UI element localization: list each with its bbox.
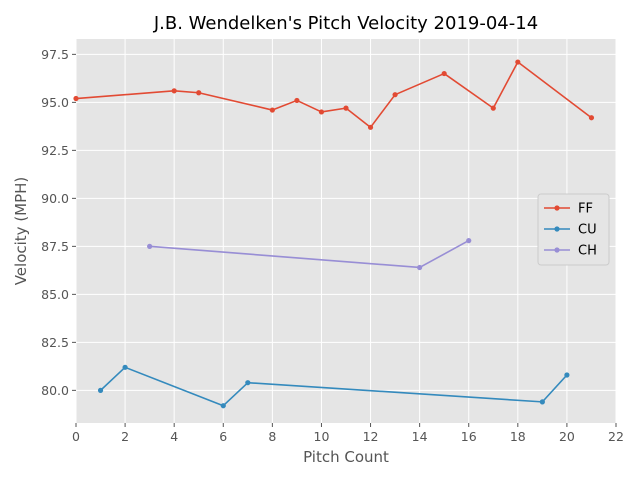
legend-label-cu: CU [578, 223, 597, 238]
legend-label-ff: FF [578, 202, 593, 217]
data-point-cu [220, 403, 226, 409]
x-tick-label: 18 [510, 429, 526, 444]
data-point-cu [122, 364, 128, 370]
legend-box [537, 193, 610, 266]
data-point-ff [367, 124, 374, 130]
series-cu [97, 364, 570, 409]
y-tick-label: 82.5 [41, 335, 69, 350]
grid-lines [75, 39, 617, 423]
data-point-cu [245, 380, 251, 386]
x-tick-label: 10 [314, 429, 330, 444]
plot-area [76, 39, 616, 423]
data-point-ff [588, 115, 595, 121]
data-point-cu [97, 387, 104, 393]
data-point-ff [343, 105, 349, 111]
data-point-cu [539, 399, 545, 405]
x-tick-label: 2 [121, 429, 129, 444]
data-point-ff [196, 90, 202, 96]
legend: FF CU CH [537, 193, 610, 266]
data-point-ch [417, 264, 423, 271]
legend-marker-ch [554, 247, 560, 253]
series-line-cu [100, 366, 568, 407]
y-tick-label: 97.5 [41, 47, 69, 62]
legend-label-ch: CH [578, 244, 597, 259]
series-ff [73, 59, 595, 130]
x-tick-label: 22 [608, 429, 624, 444]
data-point-ch [466, 238, 472, 244]
x-tick-label: 12 [363, 429, 379, 444]
y-tick-label: 90.0 [41, 191, 69, 206]
x-tick-label: 0 [72, 429, 80, 444]
x-tick-label: 14 [412, 429, 428, 444]
data-point-ff [490, 105, 496, 111]
y-tick-label: 80.0 [41, 383, 69, 398]
data-point-ff [392, 92, 398, 98]
data-point-ff [294, 97, 300, 104]
y-tick-label: 92.5 [41, 143, 69, 158]
legend-marker-ff [554, 205, 560, 211]
y-tick-label: 87.5 [41, 239, 69, 254]
data-point-cu [564, 372, 570, 378]
data-point-ff [515, 59, 521, 65]
x-tick-label: 16 [461, 429, 477, 444]
data-point-ff [441, 70, 447, 77]
data-point-ff [269, 107, 275, 113]
chart-title: J.B. Wendelken's Pitch Velocity 2019-04-… [153, 13, 538, 34]
data-point-ff [318, 109, 325, 115]
y-axis-label: Velocity (MPH) [12, 177, 30, 286]
x-tick-label: 20 [559, 429, 575, 444]
series-layer [73, 59, 595, 409]
y-tick-label: 85.0 [41, 287, 69, 302]
x-tick-label: 8 [268, 429, 276, 444]
series-ch [147, 238, 472, 271]
data-point-ff [73, 95, 79, 102]
x-tick-label: 6 [219, 429, 227, 444]
data-point-ff [171, 88, 177, 94]
y-tick-label: 95.0 [41, 95, 69, 110]
x-axis-ticks: 0 2 4 6 8 10 12 14 16 18 20 22 [72, 423, 624, 444]
y-axis-ticks: 80.0 82.5 85.0 87.5 90.0 92.5 95.0 97.5 [41, 47, 76, 398]
x-tick-label: 4 [170, 429, 178, 444]
data-point-ch [147, 243, 153, 249]
x-axis-label: Pitch Count [303, 448, 389, 466]
legend-marker-cu [554, 226, 560, 232]
